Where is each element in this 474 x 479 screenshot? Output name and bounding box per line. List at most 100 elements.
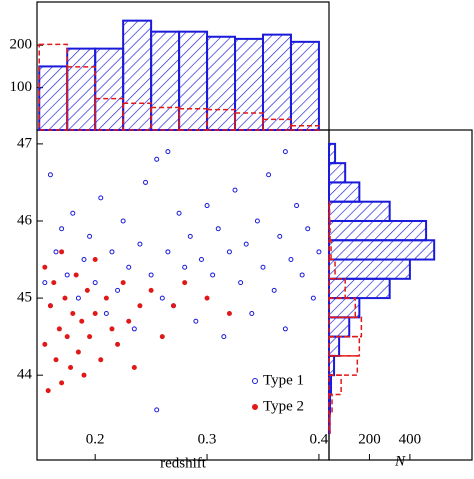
histogram-bar (328, 297, 357, 319)
point (62, 295, 68, 301)
point (103, 295, 109, 301)
point (42, 341, 48, 347)
point (277, 233, 283, 239)
point (42, 280, 48, 286)
point (143, 179, 149, 185)
x-tick-label: 0.2 (86, 431, 105, 447)
y-tick-label: 100 (10, 79, 33, 95)
point (120, 218, 126, 224)
point (226, 311, 232, 317)
point (182, 280, 188, 286)
histogram-bar (289, 40, 320, 132)
point (68, 364, 74, 370)
point (260, 264, 266, 270)
point (47, 303, 53, 309)
point (282, 326, 288, 332)
point (310, 295, 316, 301)
point (75, 349, 81, 355)
histogram-bar (328, 258, 336, 280)
point (282, 149, 288, 155)
histogram-bar (328, 200, 331, 222)
point (120, 280, 126, 286)
histogram-bar (328, 316, 363, 338)
point (92, 311, 98, 317)
point (59, 249, 65, 255)
point (193, 318, 199, 324)
y-tick-label: 200 (10, 37, 33, 53)
y-tick-label: 46 (17, 212, 33, 228)
point (103, 311, 109, 317)
histogram-bar (178, 30, 209, 131)
x-tick-label: 0.4 (310, 431, 329, 447)
x-tick-label: 200 (358, 431, 381, 447)
point (51, 280, 57, 286)
point (232, 187, 238, 193)
point (159, 295, 165, 301)
y-tick-label: 45 (17, 290, 32, 306)
point (165, 149, 171, 155)
histogram-bar (328, 200, 391, 222)
histogram-bar (328, 258, 411, 280)
histogram-bar (38, 65, 69, 132)
point (243, 241, 249, 247)
legend-label: Type 2 (263, 398, 304, 414)
x-tick-label: 0.3 (198, 431, 217, 447)
point (210, 272, 216, 278)
histogram-bar (328, 181, 361, 203)
legend-marker (252, 404, 258, 410)
point (204, 295, 210, 301)
legend-marker (252, 378, 258, 384)
point (249, 311, 255, 317)
point (115, 341, 121, 347)
point (176, 210, 182, 216)
point (254, 218, 260, 224)
histogram-bar (328, 354, 336, 377)
point (92, 257, 98, 263)
histogram-bar (122, 19, 153, 131)
point (170, 303, 176, 309)
point (45, 388, 51, 394)
point (204, 203, 210, 209)
point (79, 318, 85, 324)
x-axis-label: redshift (160, 455, 207, 471)
histogram-bar (328, 316, 351, 338)
histogram-bar (262, 118, 292, 131)
point (159, 334, 165, 340)
legend-label: Type 1 (263, 372, 304, 388)
point (98, 357, 104, 363)
point (64, 272, 70, 278)
point (187, 233, 193, 239)
histogram-bar (328, 142, 337, 165)
histogram-bar (38, 43, 68, 131)
point (115, 287, 121, 293)
point (47, 172, 53, 178)
point (73, 272, 79, 278)
point (56, 326, 62, 332)
point (299, 272, 305, 278)
point (59, 380, 65, 386)
point (126, 264, 132, 270)
point (70, 210, 76, 216)
histogram-bar (328, 277, 391, 300)
point (53, 249, 59, 255)
point (126, 318, 132, 324)
histogram-bar (150, 106, 180, 131)
point (84, 287, 90, 293)
point (131, 364, 137, 370)
x-axis-label: N (394, 453, 406, 469)
point (288, 257, 294, 263)
histogram-bar (328, 239, 436, 261)
point (81, 372, 87, 378)
point (148, 272, 154, 278)
histogram-bar (94, 47, 125, 132)
point (238, 280, 244, 286)
point (92, 280, 98, 286)
point (109, 326, 115, 332)
point (70, 311, 76, 317)
point (137, 241, 143, 247)
point (305, 226, 311, 232)
histogram-bar (206, 35, 237, 131)
point (271, 287, 277, 293)
point (59, 226, 65, 232)
